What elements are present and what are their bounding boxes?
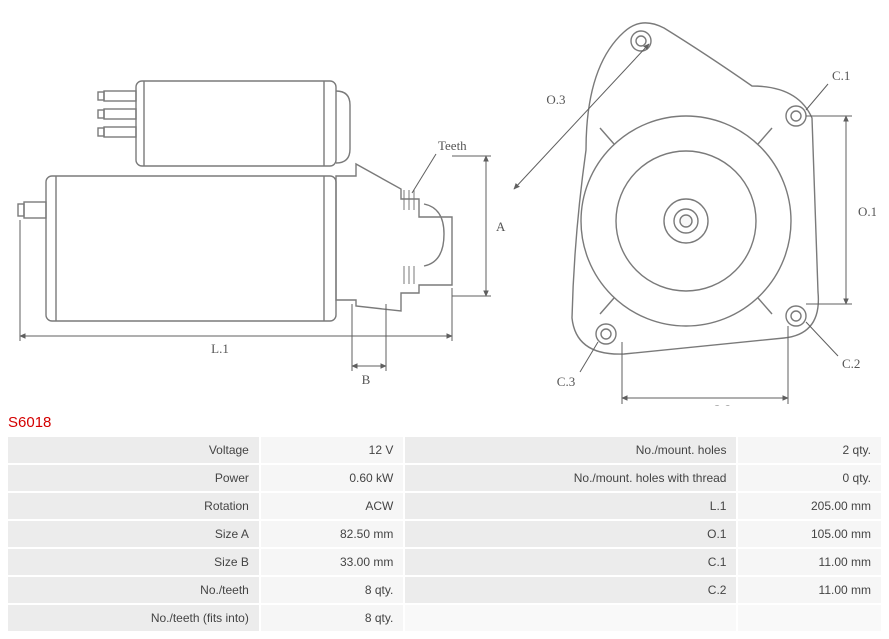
table-row: No./teeth (fits into)8 qty. [8, 605, 881, 631]
spec-label: No./teeth (fits into) [8, 605, 259, 631]
spec-value: 8 qty. [261, 605, 403, 631]
table-row: Voltage12 VNo./mount. holes2 qty. [8, 437, 881, 463]
spec-label: L.1 [405, 493, 736, 519]
spec-value: 82.50 mm [261, 521, 403, 547]
label-teeth: Teeth [438, 138, 467, 153]
spec-value: 11.00 mm [738, 577, 881, 603]
label-C2: C.2 [842, 356, 860, 371]
spec-value: 8 qty. [261, 577, 403, 603]
table-row: Power0.60 kWNo./mount. holes with thread… [8, 465, 881, 491]
label-O3: O.3 [546, 92, 565, 107]
spec-value: 2 qty. [738, 437, 881, 463]
table-row: RotationACWL.1205.00 mm [8, 493, 881, 519]
table-row: Size B33.00 mmC.111.00 mm [8, 549, 881, 575]
spec-label: No./teeth [8, 577, 259, 603]
specs-table: Voltage12 VNo./mount. holes2 qty.Power0.… [6, 435, 883, 633]
spec-value: 33.00 mm [261, 549, 403, 575]
front-view-diagram: O.1 O.2 O.3 C.1 C.2 C.3 [506, 6, 876, 406]
label-O1: O.1 [858, 204, 876, 219]
spec-value [738, 605, 881, 631]
spec-label: Size A [8, 521, 259, 547]
spec-value: 12 V [261, 437, 403, 463]
spec-label: Rotation [8, 493, 259, 519]
spec-value: 11.00 mm [738, 549, 881, 575]
spec-value: 105.00 mm [738, 521, 881, 547]
part-number: S6018 [8, 414, 883, 431]
label-A: A [496, 219, 506, 234]
spec-value: ACW [261, 493, 403, 519]
label-O2: O.2 [712, 402, 731, 406]
side-view-diagram: L.1 B A Teeth [6, 6, 506, 406]
table-row: Size A82.50 mmO.1105.00 mm [8, 521, 881, 547]
spec-value: 0 qty. [738, 465, 881, 491]
spec-label: No./mount. holes with thread [405, 465, 736, 491]
spec-label [405, 605, 736, 631]
spec-label: Power [8, 465, 259, 491]
diagram-area: L.1 B A Teeth [6, 6, 883, 406]
spec-label: C.1 [405, 549, 736, 575]
spec-label: Voltage [8, 437, 259, 463]
label-B: B [362, 372, 371, 387]
spec-label: C.2 [405, 577, 736, 603]
label-L1: L.1 [211, 341, 229, 356]
label-C3: C.3 [557, 374, 575, 389]
spec-value: 205.00 mm [738, 493, 881, 519]
spec-label: No./mount. holes [405, 437, 736, 463]
spec-value: 0.60 kW [261, 465, 403, 491]
table-row: No./teeth8 qty.C.211.00 mm [8, 577, 881, 603]
spec-label: Size B [8, 549, 259, 575]
spec-label: O.1 [405, 521, 736, 547]
label-C1: C.1 [832, 68, 850, 83]
